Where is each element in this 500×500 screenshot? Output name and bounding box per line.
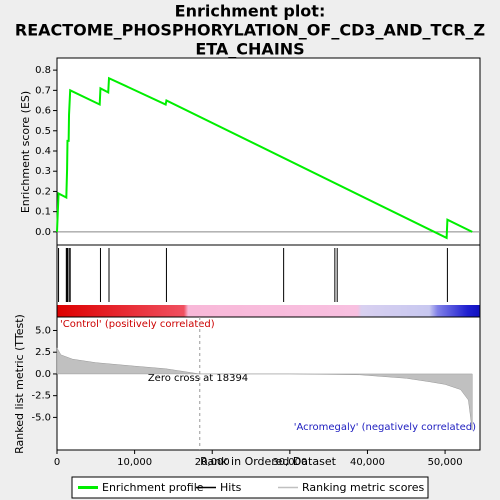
chart-title: REACTOME_PHOSPHORYLATION_OF_CD3_AND_TCR_… xyxy=(15,21,485,40)
enrichment-line xyxy=(56,76,473,240)
y-tick-label: -5.0 xyxy=(31,412,51,423)
y-tick-label: 0.2 xyxy=(35,186,51,197)
metric-panel-frame xyxy=(56,316,481,451)
legend-label: Ranking metric scores xyxy=(302,481,424,494)
x-tick-label: 10,000 xyxy=(117,457,152,468)
x-tick-label: 20,000 xyxy=(195,457,230,468)
y-tick-label: 0.5 xyxy=(35,126,51,137)
legend-label: Hits xyxy=(220,481,242,494)
y-tick-label: -2.5 xyxy=(31,391,51,402)
y-axis-label: Ranked list metric (TTest) xyxy=(13,314,26,454)
y-tick-label: 0.3 xyxy=(35,166,51,177)
y-tick-label: 0.7 xyxy=(35,85,51,96)
metric-area xyxy=(56,346,473,431)
x-tick-label: 50,000 xyxy=(428,457,463,468)
chart-title: Enrichment plot: xyxy=(175,2,326,21)
legend xyxy=(71,476,429,499)
x-tick-label: 30,000 xyxy=(272,457,307,468)
y-tick-label: 0.8 xyxy=(35,65,51,76)
x-axis-label: Rank in Ordered Dataset xyxy=(200,455,337,468)
y-axis-label: Enrichment score (ES) xyxy=(19,91,32,213)
annotation: Zero cross at 18394 xyxy=(148,373,248,384)
y-tick-label: 5.0 xyxy=(35,325,51,336)
annotation: 'Control' (positively correlated) xyxy=(60,319,215,330)
chart-title: ETA_CHAINS xyxy=(195,40,304,59)
y-tick-label: 2.5 xyxy=(35,347,51,358)
y-tick-label: 0.1 xyxy=(35,207,51,218)
x-tick-label: 40,000 xyxy=(350,457,385,468)
y-tick-label: 0.0 xyxy=(35,369,51,380)
plot-background xyxy=(57,58,480,450)
annotation: 'Acromegaly' (negatively correlated) xyxy=(294,422,476,433)
legend-label: Enrichment profile xyxy=(102,481,204,494)
x-tick-label: 0 xyxy=(54,457,60,468)
y-tick-label: 0.4 xyxy=(35,146,51,157)
rank-color-bar xyxy=(57,305,480,317)
y-tick-label: 0.0 xyxy=(35,227,51,238)
y-tick-label: 0.6 xyxy=(35,106,51,117)
